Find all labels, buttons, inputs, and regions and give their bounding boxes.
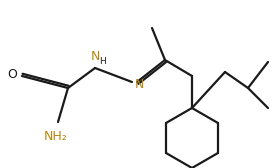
Text: N: N — [134, 77, 144, 91]
Text: N: N — [90, 51, 100, 64]
Text: O: O — [7, 68, 17, 80]
Text: NH₂: NH₂ — [44, 130, 68, 142]
Text: H: H — [99, 57, 105, 67]
